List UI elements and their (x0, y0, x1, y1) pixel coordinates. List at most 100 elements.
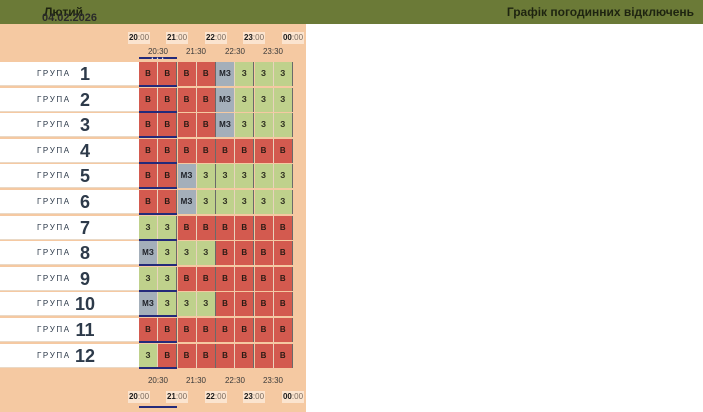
schedule-cell: З (158, 241, 178, 266)
schedule-cell: З (158, 266, 178, 291)
group-word: ГРУПА (37, 145, 71, 155)
current-time-underline (139, 85, 177, 87)
group-label: ГРУПА 3 (0, 113, 139, 138)
group-label: ГРУПА 8 (0, 241, 139, 266)
schedule-cell: В (196, 87, 216, 112)
schedule-cell: З (254, 87, 274, 112)
group-number: 3 (79, 115, 90, 136)
hour-label: 22:00 (205, 32, 227, 44)
group-label: ГРУПА 10 (0, 292, 139, 317)
schedule-cell: В (196, 138, 216, 163)
group-row: ГРУПА 9 З З В В В В В В (0, 266, 306, 292)
schedule-cell: З (177, 292, 197, 317)
schedule-cell: В (216, 318, 235, 342)
schedule-cell: В (273, 266, 293, 291)
current-time-underline (139, 187, 177, 190)
schedule-cell: В (273, 318, 293, 342)
schedule-cell: В (196, 266, 216, 291)
group-row: ГРУПА 3 В В В В МЗ З З З (0, 113, 306, 139)
hour-header-bottom: 20:00 21:00 22:00 23:00 00:00 (128, 391, 306, 403)
schedule-date: 04.02.2026 (41, 12, 98, 24)
current-time-underline (139, 213, 177, 215)
schedule-cell: З (139, 343, 158, 368)
group-word: ГРУПА (37, 222, 71, 232)
schedule-cell: В (254, 241, 274, 266)
schedule-cell: В (177, 215, 197, 240)
hour-header-top: 20:00 21:00 22:00 23:00 00:00 (128, 32, 306, 44)
schedule-cell: В (235, 215, 255, 240)
schedule-cell: В (177, 62, 197, 86)
current-time-underline (139, 161, 177, 164)
schedule-cell: МЗ (139, 292, 158, 317)
group-row: ГРУПА 10 МЗ З З З В В В В (0, 292, 306, 318)
group-number: 5 (79, 166, 90, 187)
schedule-cell: В (273, 241, 293, 266)
group-number: 2 (79, 89, 90, 110)
schedule-cell: В (235, 266, 255, 291)
schedule-cell: З (273, 164, 293, 189)
schedule-cell: В (235, 138, 255, 163)
schedule-cell: З (235, 87, 255, 112)
schedule-cell: В (177, 87, 197, 112)
schedule-cell: МЗ (216, 62, 235, 86)
group-label: ГРУПА 7 (0, 215, 139, 240)
hour-label: 20:00 (128, 391, 150, 403)
current-time-underline (139, 238, 177, 241)
schedule-cell: В (177, 266, 197, 291)
schedule-cell: В (235, 241, 255, 266)
group-row: ГРУПА 7 З З В В В В В В (0, 215, 306, 241)
hour-label: 23:00 (243, 32, 265, 44)
group-row: ГРУПА 8 МЗ З З З В В В В (0, 241, 306, 267)
group-label: ГРУПА 5 (0, 164, 139, 189)
current-time-dots: • • • (151, 56, 165, 62)
group-label: ГРУПА 2 (0, 87, 139, 112)
schedule-cell: З (196, 190, 216, 214)
schedule-cell: В (254, 343, 274, 368)
group-row: ГРУПА 2 В В В В МЗ З З З (0, 87, 306, 113)
schedule-title: Графік погодинних відключень (506, 5, 694, 19)
group-word: ГРУПА (37, 171, 71, 181)
group-number: 9 (79, 268, 90, 289)
group-word: ГРУПА (37, 94, 71, 104)
group-number: 1 (79, 64, 90, 84)
half-hour-label: 20:30 (147, 47, 169, 56)
half-hour-header-top: 20:30 21:30 22:30 23:30 (139, 46, 293, 58)
group-number: 8 (79, 243, 90, 264)
schedule-cell: МЗ (177, 164, 197, 189)
schedule-cell: В (216, 292, 235, 317)
schedule-cell: З (196, 292, 216, 317)
group-row: ГРУПА 1 В В В В МЗ З З З (0, 62, 306, 87)
schedule-cell: МЗ (177, 190, 197, 214)
group-number: 11 (75, 320, 95, 340)
schedule-cell: В (216, 215, 235, 240)
group-word: ГРУПА (37, 299, 71, 309)
group-label: ГРУПА 12 (0, 343, 139, 368)
group-row: ГРУПА 6 В В МЗ З З З З З (0, 190, 306, 215)
group-number: 10 (74, 294, 96, 315)
schedule-cell: В (196, 318, 216, 342)
current-time-underline (139, 366, 177, 369)
schedule-cell: В (177, 318, 197, 342)
group-word: ГРУПА (37, 120, 71, 130)
schedule-cell: З (139, 215, 158, 240)
schedule-cell: В (139, 164, 158, 189)
group-label: ГРУПА 11 (0, 318, 139, 342)
group-word: ГРУПА (37, 350, 71, 360)
group-row: ГРУПА 4 В В В В В В В В (0, 138, 306, 164)
schedule-cell: В (196, 62, 216, 86)
schedule-cell: В (196, 343, 216, 368)
top-bar: Лютий Графік погодинних відключень (0, 0, 703, 24)
schedule-cell: В (235, 292, 255, 317)
hour-label: 23:00 (243, 391, 265, 403)
schedule-cell: З (235, 113, 255, 138)
schedule-cell: З (235, 190, 255, 214)
hour-label: 00:00 (282, 391, 304, 403)
schedule-cell: З (158, 292, 178, 317)
group-word: ГРУПА (37, 273, 71, 283)
group-row: ГРУПА 5 В В МЗ З З З З З (0, 164, 306, 190)
schedule-cell: В (139, 113, 158, 138)
schedule-cell: З (273, 113, 293, 138)
schedule-cell: В (158, 87, 178, 112)
schedule-cell: В (196, 113, 216, 138)
month-title: Лютий (44, 5, 83, 19)
